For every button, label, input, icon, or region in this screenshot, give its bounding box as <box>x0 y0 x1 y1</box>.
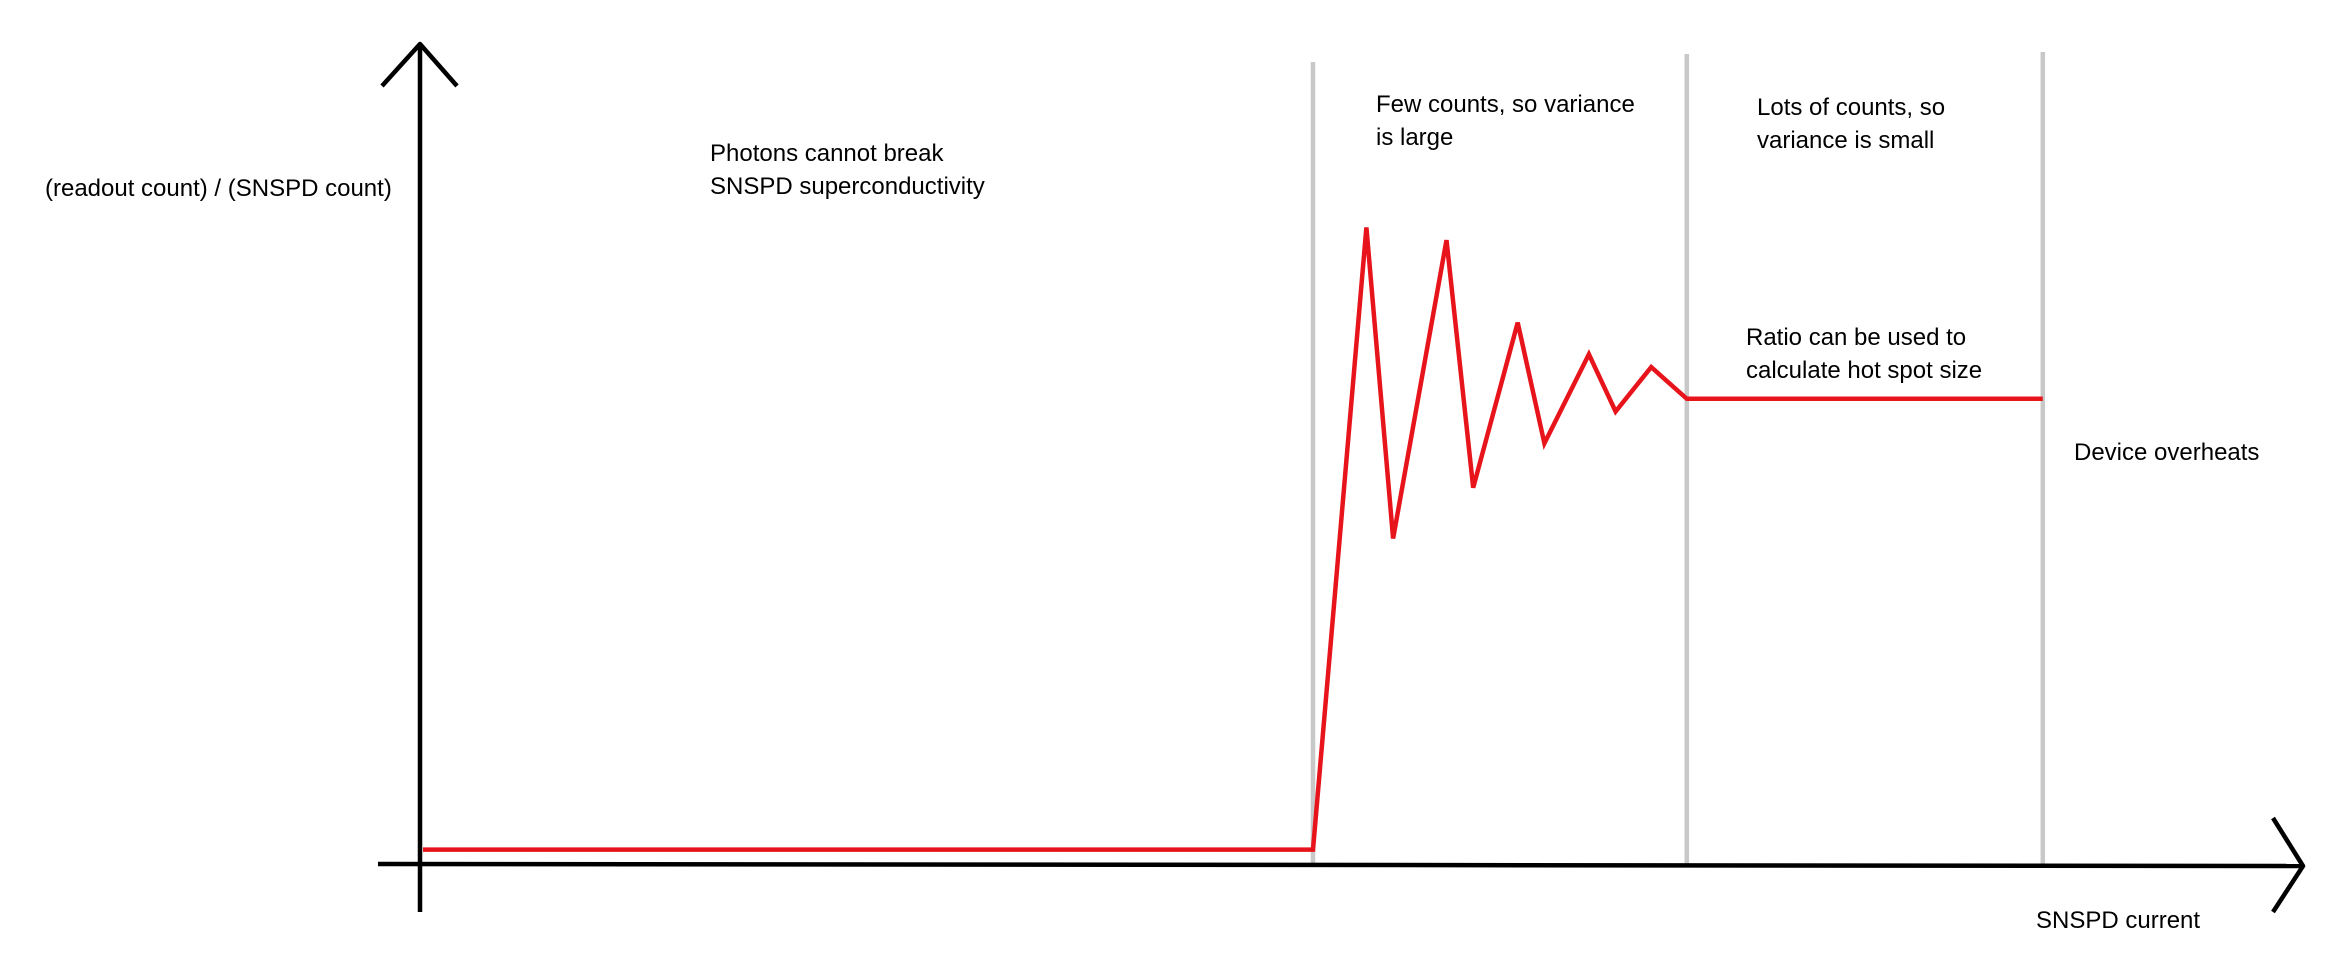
axes <box>377 41 2306 914</box>
x-axis-label: SNSPD current <box>2036 907 2200 934</box>
x-axis-arrowhead <box>2271 816 2306 914</box>
region-label-1-line-1: Photons cannot break <box>710 140 944 167</box>
region-dividers <box>1310 52 2046 866</box>
region-label-3: Lots of counts, so variance is small <box>1757 94 1952 154</box>
region-label-2-line-2: is large <box>1376 124 1453 151</box>
region-label-2: Few counts, so variance is large <box>1376 91 1641 151</box>
region-label-5-line-1: Device overheats <box>2074 439 2259 466</box>
y-axis-arrowhead <box>380 41 459 88</box>
region-label-1-line-2: SNSPD superconductivity <box>710 173 985 200</box>
region-label-2-line-1: Few counts, so variance <box>1376 91 1635 118</box>
series-line <box>423 227 2043 852</box>
region-label-3-line-2: variance is small <box>1757 127 1934 154</box>
region-label-3-line-1: Lots of counts, so <box>1757 94 1945 121</box>
region-label-4-line-2: calculate hot spot size <box>1746 357 1982 384</box>
region-label-4-line-1: Ratio can be used to <box>1746 324 1966 351</box>
region-label-5: Device overheats <box>2074 439 2259 466</box>
x-axis-line <box>377 861 2304 869</box>
region-label-4: Ratio can be used to calculate hot spot … <box>1746 324 1982 384</box>
y-axis-label: (readout count) / (SNSPD count) <box>45 175 392 202</box>
region-label-1: Photons cannot break SNSPD superconducti… <box>710 140 985 200</box>
